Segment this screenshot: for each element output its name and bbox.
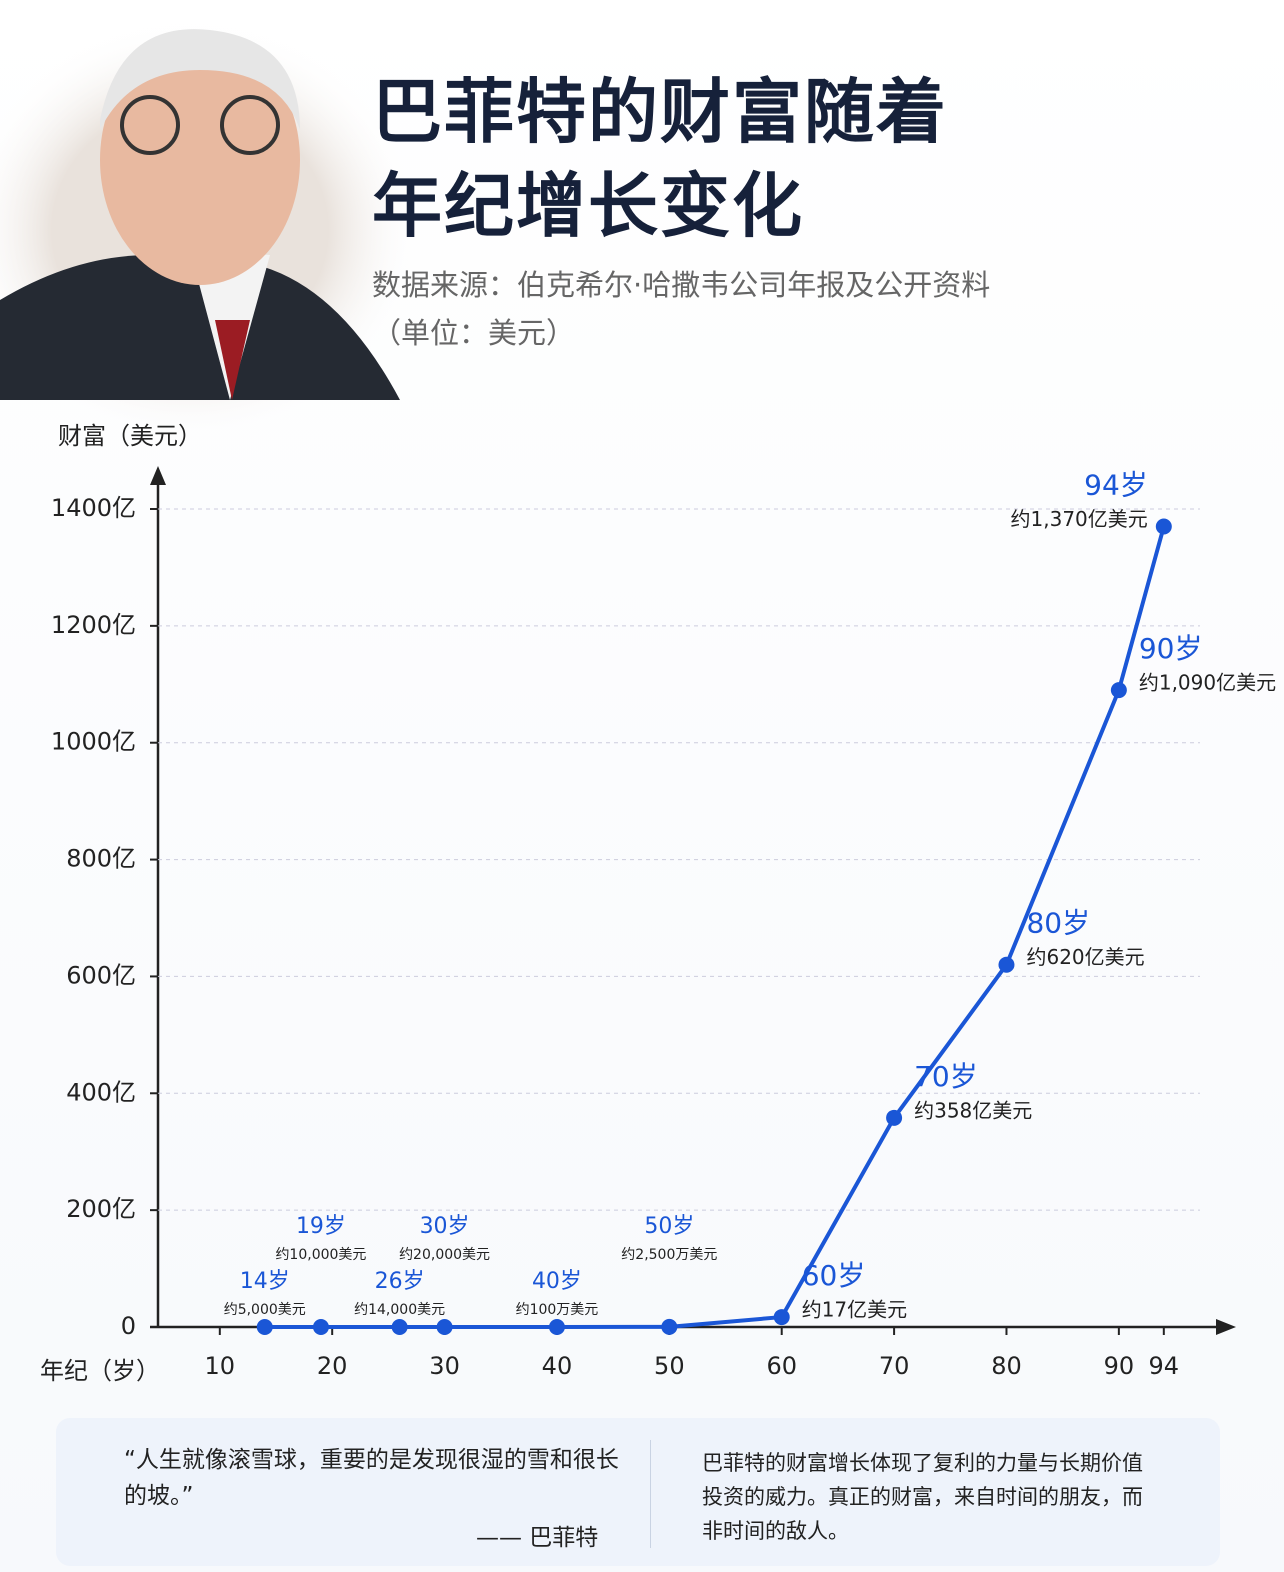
value-label: 约620亿美元 [1026,945,1144,969]
y-tick-label: 200亿 [66,1195,136,1223]
x-tick-label: 94 [1149,1352,1180,1380]
note: 巴菲特的财富增长体现了复利的力量与长期价值投资的威力。真正的财富，来自时间的朋友… [702,1451,1143,1543]
point [998,956,1015,973]
value-label: 约14,000美元 [354,1302,445,1318]
x-axis-label: 年纪（岁） [40,1357,160,1385]
y-tick-label: 400亿 [66,1078,136,1106]
point-label: 94岁 [1084,469,1148,502]
value-label: 约17亿美元 [802,1298,907,1322]
point-label: 40岁 [532,1269,582,1294]
value-label: 约10,000美元 [275,1247,366,1263]
x-tick-label: 50 [654,1352,685,1380]
y-tick-label: 1400亿 [51,494,136,522]
x-tick-label: 20 [317,1352,348,1380]
point-label: 26岁 [375,1269,425,1294]
point [1155,518,1172,535]
x-tick-label: 30 [429,1352,460,1380]
point [1110,682,1127,699]
x-tick-label: 80 [991,1352,1022,1380]
y-axis-label: 财富（美元） [58,422,202,450]
suit [0,255,400,400]
point-label: 80岁 [1026,907,1090,940]
point [661,1318,678,1335]
x-tick-label: 10 [205,1352,236,1380]
point [256,1319,273,1335]
value-label: 约100万美元 [516,1302,599,1318]
subtitle: 数据来源：伯克希尔·哈撒韦公司年报及公开资料 [372,268,991,302]
value-label: 约1,090亿美元 [1139,671,1276,695]
glasses [220,95,280,155]
point [436,1318,453,1335]
hair [100,29,300,130]
subtitle: （单位：美元） [372,316,576,350]
y-arrow [150,466,166,485]
point-label: 50岁 [644,1214,694,1239]
point-label: 30岁 [420,1214,470,1239]
glasses [120,95,180,155]
tie [215,320,250,400]
point [773,1309,790,1326]
y-tick-label: 0 [121,1312,136,1340]
point [391,1318,408,1335]
point [312,1319,329,1335]
x-tick-label: 90 [1104,1352,1135,1380]
point-label: 14岁 [240,1269,290,1294]
value-label: 约1,370亿美元 [1011,507,1148,531]
value-label: 约2,500万美元 [621,1247,717,1263]
x-tick-label: 40 [542,1352,573,1380]
point-label: 70岁 [914,1060,978,1093]
y-tick-label: 1200亿 [51,611,136,639]
point-label: 60岁 [802,1259,866,1292]
quote-author: —— 巴菲特 [476,1525,599,1551]
divider [650,1440,651,1548]
value-label: 约20,000美元 [399,1247,490,1263]
x-arrow [1216,1319,1236,1335]
x-tick-label: 60 [766,1352,797,1380]
x-tick-label: 70 [879,1352,910,1380]
point [886,1109,903,1126]
point [548,1318,565,1335]
portrait [0,20,420,440]
point-label: 19岁 [296,1214,346,1239]
summary-box: “人生就像滚雪球，重要的是发现很湿的雪和很长的坡。” —— 巴菲特 巴菲特的财富… [56,1418,1220,1566]
title: 年纪增长变化 [372,165,804,247]
value-label: 约5,000美元 [224,1302,306,1318]
quote: “人生就像滚雪球，重要的是发现很湿的雪和很长的坡。” [124,1447,619,1509]
title: 巴菲特的财富随着 [372,71,948,153]
y-tick-label: 1000亿 [51,728,136,756]
y-tick-label: 600亿 [66,961,136,989]
value-label: 约358亿美元 [914,1098,1032,1122]
point-label: 90岁 [1139,632,1203,665]
y-tick-label: 800亿 [66,845,136,873]
